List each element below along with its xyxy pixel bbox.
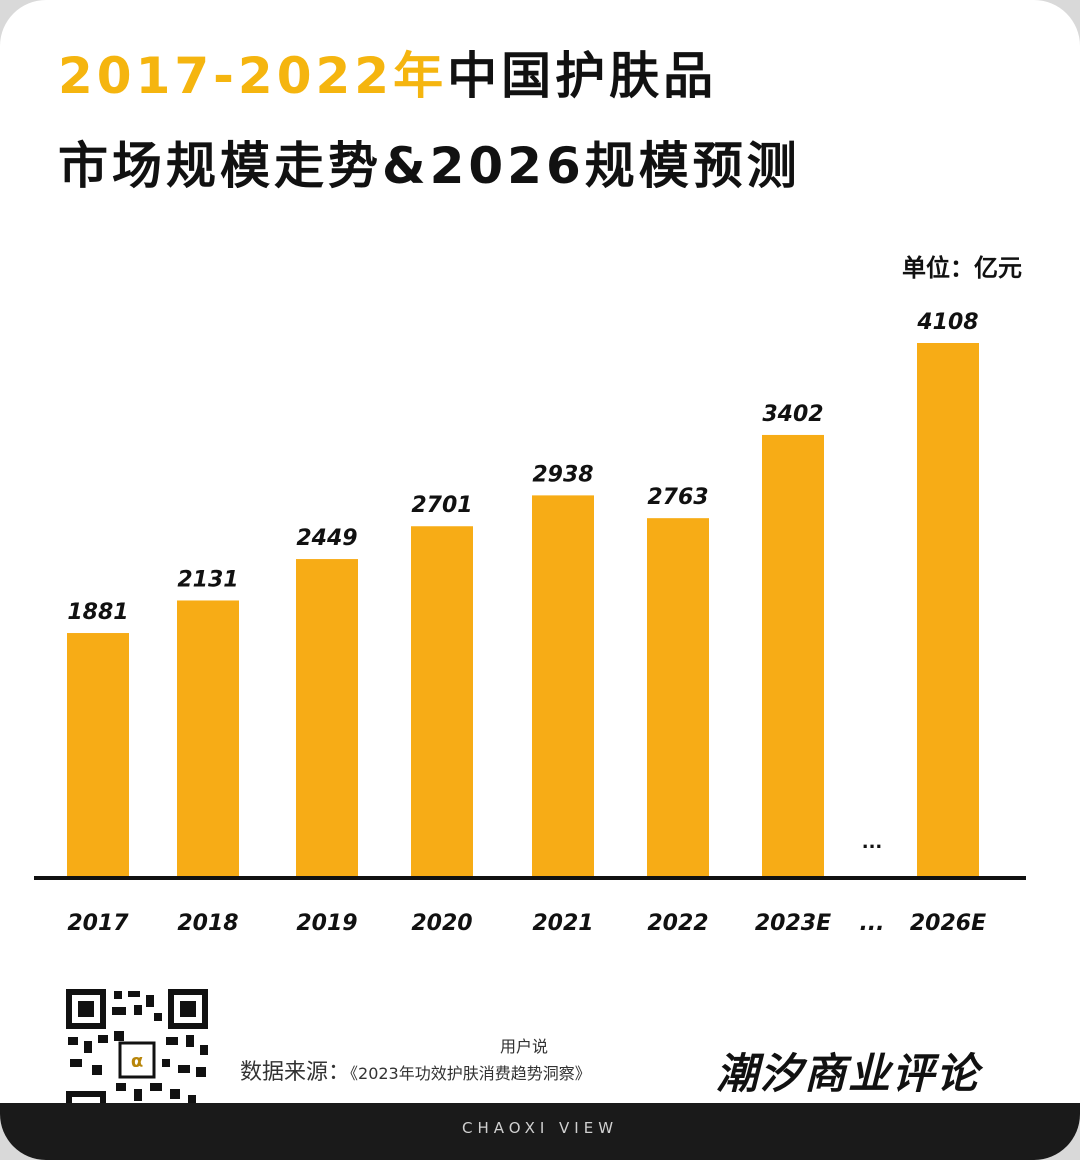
title-line-2: 市场规模走势&2026规模预测 xyxy=(58,137,801,195)
footer-bar-text: CHAOXI VIEW xyxy=(461,1119,619,1137)
title-year-range: 2017-2022年 xyxy=(58,47,448,105)
x-tick-2026E: 2026E xyxy=(910,911,986,936)
x-tick-2021: 2021 xyxy=(532,911,593,936)
title-line-1: 2017-2022年中国护肤品 xyxy=(58,46,717,106)
bar-2026E xyxy=(917,343,979,878)
bar-2017 xyxy=(67,633,129,878)
data-label-2021: 2938 xyxy=(532,462,593,487)
data-label-2026E: 4108 xyxy=(916,310,978,335)
footer-bar: CHAOXI VIEW xyxy=(0,1103,1080,1160)
bar-2022 xyxy=(647,518,709,878)
data-label-2023E: 3402 xyxy=(762,402,823,427)
x-tick-2023E: 2023E xyxy=(755,911,831,936)
data-label-2018: 2131 xyxy=(177,567,238,592)
x-tick-gap: ... xyxy=(859,911,884,936)
x-tick-2018: 2018 xyxy=(177,911,238,936)
data-label-2022: 2763 xyxy=(647,485,708,510)
bar-2018 xyxy=(177,600,239,878)
svg-text:α: α xyxy=(131,1051,143,1072)
bar-chart: 1881 2017 2131 2018 2449 2019 2701 2020 2938 2021… xyxy=(34,310,1026,936)
source-title: 《2023年功效护肤消费趋势洞察》 xyxy=(350,1064,591,1083)
data-label-2020: 2701 xyxy=(411,493,472,518)
data-label-2019: 2449 xyxy=(296,526,357,551)
x-tick-2017: 2017 xyxy=(67,911,129,936)
bar-2023E xyxy=(762,434,824,878)
unit-label: 单位：亿元 xyxy=(902,254,1022,282)
source-label: 数据来源： xyxy=(240,1060,351,1085)
data-source: 数据来源：《2023年功效护肤消费趋势洞察》 xyxy=(240,1054,591,1086)
bar-2020 xyxy=(411,526,473,878)
x-tick-2022: 2022 xyxy=(647,911,708,936)
x-tick-2020: 2020 xyxy=(411,911,472,936)
bar-2021 xyxy=(532,495,594,878)
bar-2019 xyxy=(296,559,358,878)
data-label-2017: 1881 xyxy=(67,600,128,625)
brand-logo: 潮汐商业评论 xyxy=(716,1049,981,1098)
source-prefix: 用户说 xyxy=(500,1037,549,1056)
x-tick-2019: 2019 xyxy=(296,911,357,936)
title-topic: 中国护肤品 xyxy=(447,47,718,105)
data-label-gap: ... xyxy=(862,832,883,853)
